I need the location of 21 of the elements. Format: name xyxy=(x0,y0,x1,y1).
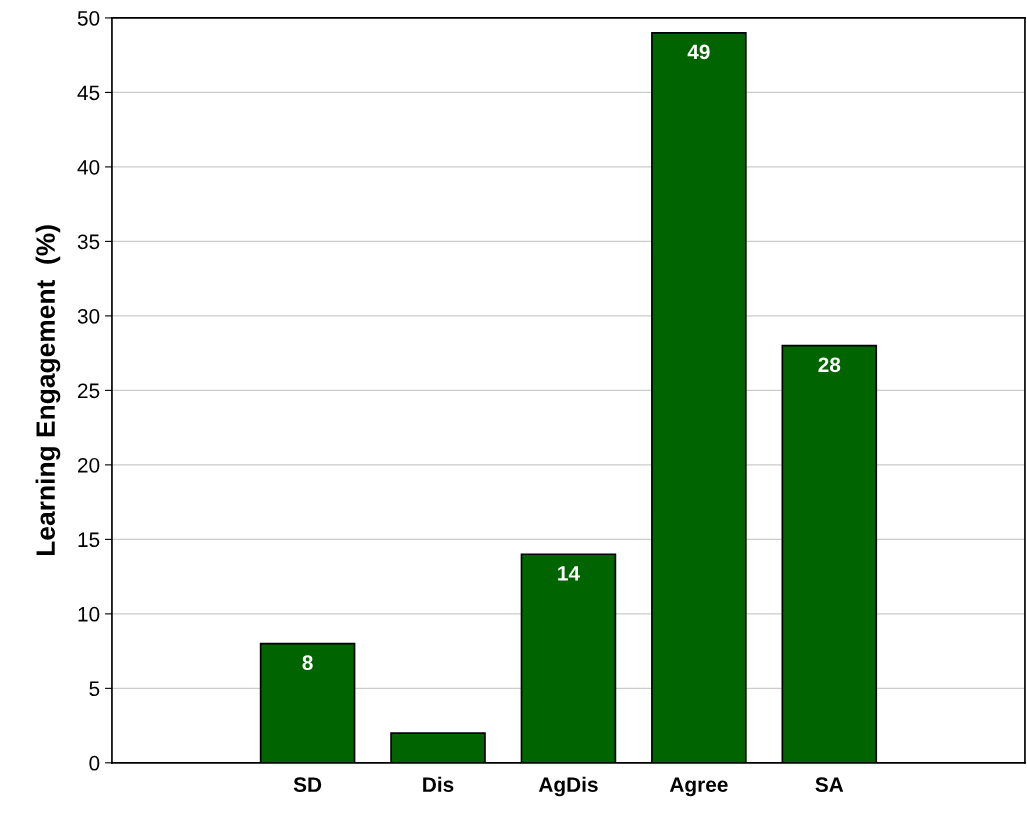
data-label: 28 xyxy=(818,357,841,373)
y-tick-label: 5 xyxy=(89,681,100,697)
x-tick-label: AgDis xyxy=(538,776,598,797)
y-tick-label: 0 xyxy=(89,755,100,771)
data-label: 14 xyxy=(558,566,580,581)
y-tick-label: 30 xyxy=(77,308,100,324)
y-tick-label: 25 xyxy=(78,383,100,399)
y-tick-label: 15 xyxy=(78,532,100,548)
x-tick-label: Dis xyxy=(423,776,454,793)
data-label: 49 xyxy=(687,44,710,60)
x-tick-label: Agree xyxy=(669,777,728,797)
y-tick-label: 35 xyxy=(77,234,100,250)
y-axis-title: Learning Engagement (%) xyxy=(35,225,61,556)
y-tick-label: 40 xyxy=(77,159,100,175)
y-tick-label: 10 xyxy=(78,606,100,622)
y-tick-label: 50 xyxy=(77,10,100,26)
x-tick-label: SD xyxy=(293,777,322,793)
data-label: 8 xyxy=(302,655,313,671)
y-tick-label: 20 xyxy=(78,457,100,473)
y-tick-label: 45 xyxy=(77,85,100,101)
x-tick-label: SA xyxy=(815,777,844,793)
